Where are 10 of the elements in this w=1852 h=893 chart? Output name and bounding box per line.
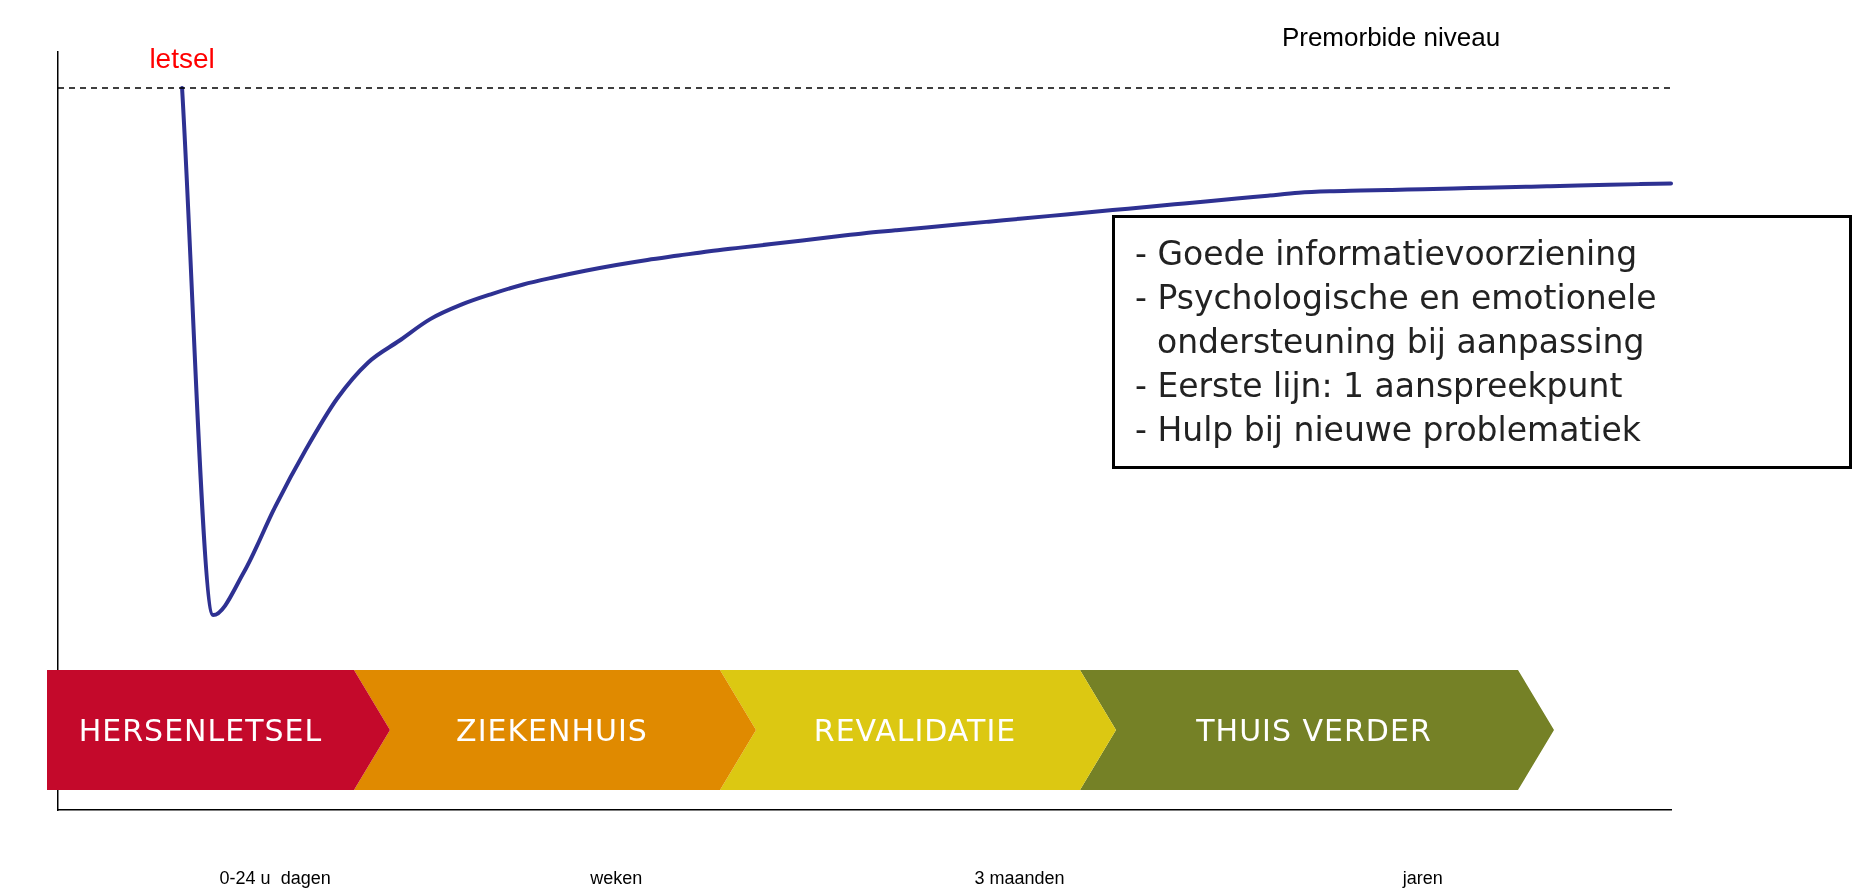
x-tick-label: 3 maanden bbox=[974, 867, 1065, 888]
annotation: - Psychologische en emotionele ondersteuning bij aanpassing bbox=[1135, 277, 1658, 363]
text: letsel bbox=[149, 42, 215, 74]
annotation: - Goede informatievoorziening bbox=[1135, 233, 1639, 275]
x-tick-label: weken bbox=[589, 867, 643, 888]
annotation: - Hulp bij nieuwe problematiek bbox=[1135, 409, 1642, 451]
ref-line-label: Premorbide niveau bbox=[1281, 22, 1501, 53]
annotation: - Eerste lijn: 1 aanspreekpunt bbox=[1135, 365, 1624, 407]
x-tick-label: 0-24 u dagen bbox=[219, 867, 331, 888]
x-tick-label: jaren bbox=[1401, 867, 1443, 888]
